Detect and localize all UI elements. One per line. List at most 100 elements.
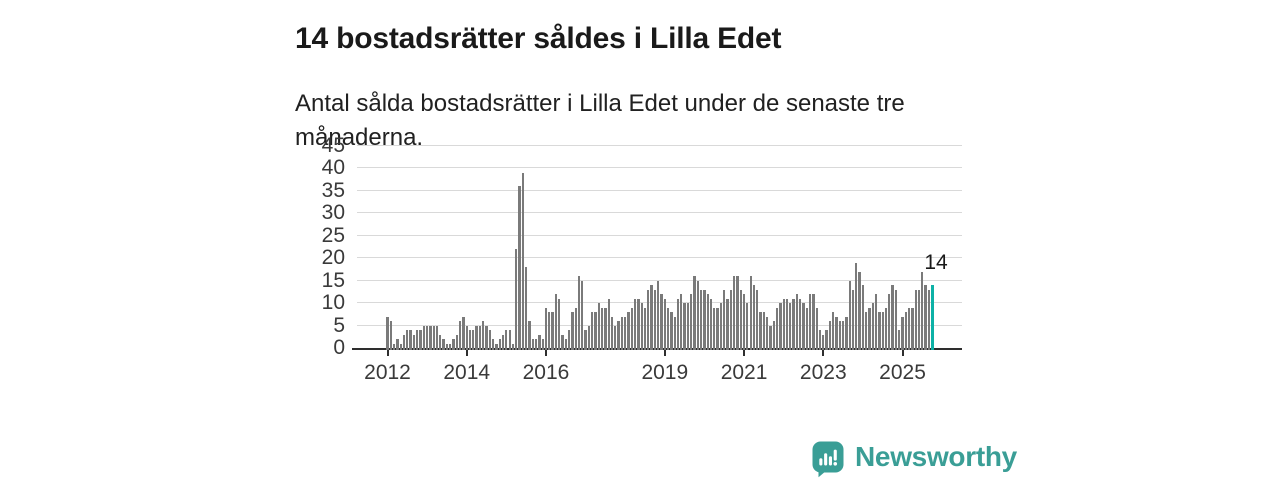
x-tick-mark — [901, 348, 904, 356]
bar — [884, 307, 888, 350]
bar — [723, 289, 726, 350]
bar — [498, 339, 501, 350]
bar — [690, 294, 693, 350]
bar — [561, 334, 564, 350]
x-tick-mark — [386, 348, 389, 356]
bar — [604, 307, 607, 350]
bar — [468, 330, 472, 350]
bar — [713, 307, 716, 350]
bar — [891, 285, 894, 350]
newsworthy-logo[interactable]: Newsworthy — [812, 441, 1017, 478]
bar — [633, 298, 637, 350]
bar — [485, 325, 488, 350]
bar — [805, 307, 808, 350]
chart-subtitle: Antal sålda bostadsrätter i Lilla Edet u… — [295, 90, 905, 151]
bar — [531, 339, 534, 350]
y-tick-label: 45 — [321, 133, 345, 157]
bar — [709, 298, 713, 350]
bar — [597, 303, 600, 350]
bar — [660, 294, 663, 350]
bar — [419, 330, 422, 350]
bar — [769, 325, 772, 350]
bar — [861, 285, 865, 350]
bar — [921, 271, 924, 350]
bar — [832, 312, 835, 350]
x-tick-mark — [465, 348, 468, 356]
bar — [673, 316, 676, 350]
bar — [482, 321, 485, 350]
bar — [795, 294, 799, 350]
bar — [676, 298, 680, 350]
bar — [752, 285, 756, 350]
y-gridline — [357, 302, 962, 303]
bar — [766, 316, 769, 350]
bar — [564, 339, 567, 350]
bar — [779, 303, 782, 350]
y-tick-label: 0 — [333, 336, 345, 359]
bar — [818, 330, 822, 350]
x-tick-label: 2025 — [879, 361, 926, 384]
bar — [574, 307, 577, 350]
bar — [855, 262, 858, 350]
bar — [792, 298, 795, 350]
bar — [911, 307, 914, 350]
y-gridline — [357, 144, 962, 146]
highlight-bar — [930, 285, 934, 350]
y-tick-label: 10 — [321, 291, 345, 314]
bar — [719, 303, 723, 350]
bar — [706, 294, 709, 350]
bar — [534, 339, 538, 350]
bar — [439, 334, 442, 350]
x-tick-label: 2012 — [364, 361, 411, 384]
bar — [762, 312, 765, 350]
x-tick-label: 2016 — [522, 361, 570, 384]
bar — [736, 276, 739, 350]
bar — [458, 321, 462, 350]
bar — [835, 316, 838, 350]
bar — [610, 316, 614, 350]
bar — [898, 330, 901, 350]
bar — [587, 325, 591, 350]
y-gridline — [357, 189, 962, 191]
bar — [521, 172, 524, 350]
y-gridline — [357, 324, 962, 326]
chart-title: 14 bostadsrätter såldes i Lilla Edet — [295, 22, 782, 56]
bar — [409, 330, 412, 350]
bar — [653, 289, 657, 350]
bar — [680, 294, 683, 350]
bar — [488, 330, 491, 350]
bar — [845, 316, 848, 350]
bar — [607, 298, 610, 350]
bar — [475, 325, 478, 350]
bar — [775, 307, 779, 350]
bar — [392, 343, 396, 350]
bar — [808, 294, 812, 350]
bar — [455, 334, 458, 350]
bar — [868, 307, 871, 350]
x-tick-mark — [822, 348, 825, 356]
bar — [874, 294, 878, 350]
x-axis-line — [352, 348, 962, 350]
bar — [511, 343, 515, 350]
bar — [739, 289, 742, 350]
x-tick-mark — [743, 348, 746, 356]
bar — [732, 276, 736, 350]
bar — [614, 325, 617, 350]
bar — [848, 280, 851, 350]
y-tick-label: 15 — [321, 268, 345, 292]
bar — [643, 307, 647, 350]
bar — [442, 339, 445, 350]
bar — [594, 312, 597, 350]
bar — [904, 312, 907, 350]
x-tick-label: 2021 — [720, 361, 768, 384]
bar — [571, 312, 574, 350]
bar — [396, 339, 399, 350]
bar — [927, 289, 931, 350]
bar — [495, 343, 498, 350]
x-tick-mark — [544, 348, 547, 356]
y-gridline — [357, 234, 962, 236]
bar — [620, 316, 624, 350]
newsworthy-logo-text: Newsworthy — [855, 441, 1017, 472]
y-tick-label: 20 — [321, 246, 345, 269]
